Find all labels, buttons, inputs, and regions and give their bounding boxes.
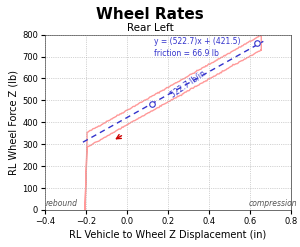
Text: Wheel Rates: Wheel Rates — [96, 7, 204, 22]
Text: compression: compression — [249, 199, 298, 208]
X-axis label: RL Vehicle to Wheel Z Displacement (in): RL Vehicle to Wheel Z Displacement (in) — [69, 230, 267, 240]
Text: Rear Left: Rear Left — [127, 23, 173, 33]
Text: 522.7 lb/in: 522.7 lb/in — [169, 68, 208, 99]
Text: rebound: rebound — [46, 199, 78, 208]
Text: y = (522.7)x + (421.5)
friction = 66.9 lb: y = (522.7)x + (421.5) friction = 66.9 l… — [154, 37, 240, 58]
Y-axis label: RL Wheel Force Z (lb): RL Wheel Force Z (lb) — [8, 70, 18, 175]
